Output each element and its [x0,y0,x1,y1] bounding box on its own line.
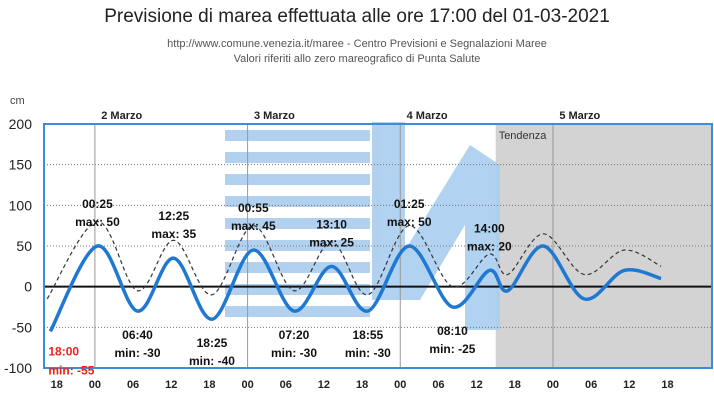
peak-value-label: min: -30 [115,346,161,360]
peak-value-label: min: -40 [189,354,235,368]
peak-time-label: 18:25 [197,336,228,350]
tendenza-label: Tendenza [499,130,548,142]
peak-time-label: 14:00 [474,221,505,235]
x-tick-label: 12 [165,379,177,391]
watermark-stripe [225,196,370,207]
peak-time-label: 06:40 [122,328,153,342]
y-axis-unit: cm [10,95,25,107]
x-tick-label: 06 [585,379,597,391]
x-tick-label: 06 [432,379,444,391]
y-tick-label: 200 [9,116,33,132]
plot-frame [43,123,713,369]
peak-value-label: max: 45 [231,219,276,233]
peak-time-label: 08:10 [437,324,468,338]
x-tick-label: 18 [356,379,368,391]
watermark-stripe [225,218,370,229]
x-tick-label: 00 [394,379,406,391]
x-tick-label: 18 [203,379,215,391]
x-tick-label: 12 [470,379,482,391]
x-tick-label: 12 [623,379,635,391]
day-label: 2 Marzo [101,110,142,122]
x-tick-label: 18 [509,379,521,391]
peak-value-label: min: -30 [345,346,391,360]
day-label: 3 Marzo [254,110,295,122]
x-tick-label: 00 [241,379,253,391]
peak-value-label: min: -55 [48,363,94,377]
watermark-stripe [225,240,370,251]
watermark-stripe [225,174,370,185]
y-tick-label: 150 [9,157,33,173]
dashed-envelope-line [46,220,662,300]
y-tick-label: 100 [9,197,33,213]
peak-value-label: max: 35 [151,227,196,241]
day-label: 4 Marzo [407,110,448,122]
day-label: 5 Marzo [559,110,600,122]
y-tick-label: 0 [24,279,32,295]
peak-time-label: 18:00 [48,344,79,358]
reference-note: Valori riferiti allo zero mareografico d… [233,53,481,65]
y-tick-label: 50 [16,238,32,254]
peak-value-label: min: -30 [271,346,317,360]
chart-title: Previsione di marea effettuata alle ore … [104,6,610,27]
peak-time-label: 00:55 [238,201,269,215]
peak-value-label: max: 50 [75,215,120,229]
watermark-stripe [225,284,370,295]
peak-time-label: 13:10 [316,217,347,231]
x-tick-label: 18 [661,379,673,391]
x-tick-label: 00 [547,379,559,391]
source-url: http://www.comune.venezia.it/maree - Cen… [167,38,547,50]
peak-time-label: 01:25 [394,197,425,211]
y-tick-label: -50 [12,319,32,335]
x-tick-label: 12 [318,379,330,391]
peak-time-label: 18:55 [352,328,383,342]
tendenza-region [495,124,712,368]
peak-time-label: 12:25 [158,209,189,223]
watermark-stripe [225,130,370,141]
peak-value-label: min: -25 [429,342,475,356]
peak-time-label: 07:20 [279,328,310,342]
watermark-stripe [225,262,370,273]
peak-time-label: 00:25 [82,197,113,211]
forecast-line [48,244,662,333]
watermark-stripe [225,152,370,163]
x-tick-label: 00 [89,379,101,391]
peak-value-label: max: 25 [309,235,354,249]
x-tick-label: 06 [127,379,139,391]
y-tick-label: -100 [4,360,32,376]
peak-value-label: max: 20 [467,239,512,253]
x-tick-label: 18 [51,379,63,391]
x-tick-label: 06 [280,379,292,391]
peak-value-label: max: 50 [387,215,432,229]
